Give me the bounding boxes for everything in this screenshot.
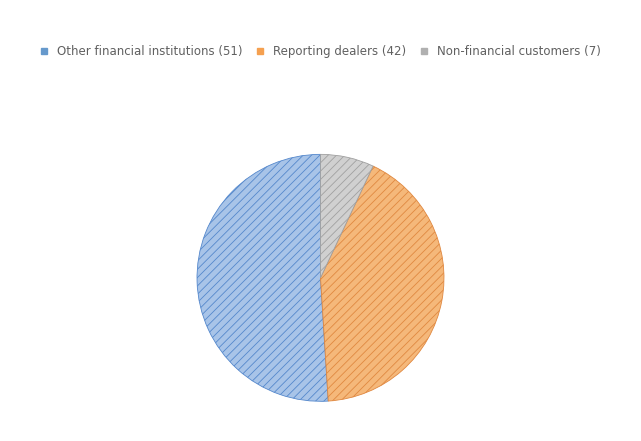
Wedge shape [320, 154, 373, 278]
Wedge shape [320, 166, 444, 401]
Wedge shape [197, 154, 328, 401]
Legend: Other financial institutions (51), Reporting dealers (42), Non-financial custome: Other financial institutions (51), Repor… [38, 43, 603, 61]
